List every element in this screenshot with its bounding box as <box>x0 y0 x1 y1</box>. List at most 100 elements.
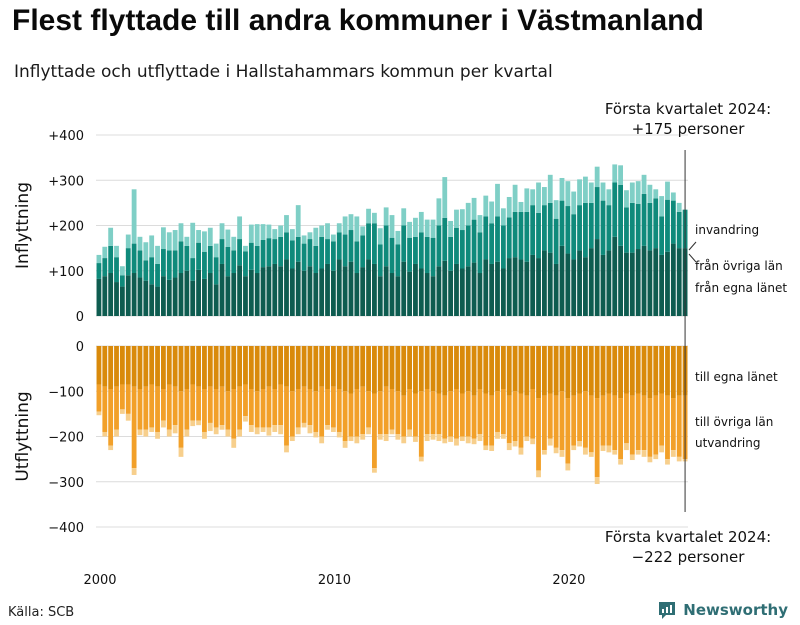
bar-utflyttning <box>395 346 401 392</box>
bar-utflyttning <box>231 346 237 389</box>
bar-inflyttning <box>413 236 418 264</box>
bar-inflyttning <box>377 244 383 277</box>
bar-utflyttning <box>319 346 325 387</box>
bar-utflyttning <box>395 391 401 435</box>
bar-utflyttning <box>114 346 119 387</box>
bar-utflyttning <box>413 436 418 442</box>
bar-utflyttning <box>243 416 248 422</box>
bar-utflyttning <box>172 346 178 387</box>
y-tick-label: +200 <box>48 220 84 235</box>
bar-utflyttning <box>178 447 184 457</box>
bar-inflyttning <box>131 273 137 316</box>
bar-inflyttning <box>354 216 360 242</box>
bar-utflyttning <box>506 395 512 444</box>
bar-inflyttning <box>307 266 313 316</box>
bar-inflyttning <box>424 273 430 316</box>
bar-inflyttning <box>219 239 225 264</box>
bar-inflyttning <box>172 277 178 316</box>
bar-inflyttning <box>530 205 536 255</box>
bar-inflyttning <box>454 227 459 264</box>
bar-inflyttning <box>260 239 266 268</box>
bar-inflyttning <box>143 242 149 261</box>
bar-utflyttning <box>125 413 131 421</box>
bar-utflyttning <box>366 346 371 392</box>
y-tick-label: −300 <box>48 476 84 491</box>
bar-utflyttning <box>108 445 114 451</box>
bar-utflyttning <box>524 346 530 396</box>
bar-utflyttning <box>202 346 207 389</box>
bar-inflyttning <box>260 267 266 316</box>
bar-inflyttning <box>161 249 166 277</box>
bar-utflyttning <box>266 427 272 436</box>
bar-inflyttning <box>225 276 231 316</box>
bar-inflyttning <box>301 243 307 271</box>
bar-inflyttning <box>161 276 166 316</box>
bar-inflyttning <box>407 271 412 316</box>
bar-utflyttning <box>536 398 541 471</box>
bar-utflyttning <box>442 438 448 444</box>
bar-inflyttning <box>442 177 448 218</box>
bar-utflyttning <box>207 386 213 423</box>
bar-utflyttning <box>635 450 641 455</box>
series-label-inflyttning: från egna länet <box>695 281 787 295</box>
bar-utflyttning <box>565 346 571 399</box>
bar-inflyttning <box>272 239 278 264</box>
bar-utflyttning <box>143 429 149 437</box>
bar-utflyttning <box>530 346 536 389</box>
bar-utflyttning <box>354 388 360 437</box>
bar-inflyttning <box>665 199 670 252</box>
bar-utflyttning <box>577 441 582 447</box>
bar-utflyttning <box>553 395 559 448</box>
bar-inflyttning <box>553 218 559 264</box>
bar-inflyttning <box>448 270 454 316</box>
bar-utflyttning <box>665 346 670 396</box>
bar-utflyttning <box>559 346 565 392</box>
bar-utflyttning <box>360 434 366 440</box>
bar-utflyttning <box>606 445 612 453</box>
bar-inflyttning <box>641 245 647 316</box>
bar-utflyttning <box>653 346 659 396</box>
bar-inflyttning <box>483 216 489 260</box>
bar-utflyttning <box>161 388 166 421</box>
bar-utflyttning <box>547 346 553 394</box>
bar-inflyttning <box>465 202 471 226</box>
bar-utflyttning <box>225 429 231 437</box>
bar-utflyttning <box>372 346 377 394</box>
newsworthy-logo-icon <box>659 602 676 619</box>
bar-utflyttning <box>342 441 348 448</box>
bar-inflyttning <box>231 250 237 274</box>
bar-inflyttning <box>366 208 371 224</box>
bar-inflyttning <box>278 236 284 267</box>
bar-inflyttning <box>377 276 383 316</box>
bar-utflyttning <box>96 346 102 385</box>
bar-utflyttning <box>289 346 295 392</box>
bar-inflyttning <box>594 166 600 188</box>
bar-inflyttning <box>313 273 319 316</box>
bar-utflyttning <box>149 384 155 428</box>
bar-inflyttning <box>231 273 237 316</box>
bar-utflyttning <box>360 346 366 387</box>
bar-inflyttning <box>641 174 647 194</box>
bar-inflyttning <box>319 236 325 269</box>
bar-inflyttning <box>219 223 225 240</box>
bar-utflyttning <box>336 346 342 389</box>
bar-inflyttning <box>295 261 301 316</box>
y-tick-label: 0 <box>76 340 84 355</box>
bar-inflyttning <box>260 224 266 240</box>
bar-utflyttning <box>272 346 278 389</box>
bar-utflyttning <box>454 438 459 446</box>
bar-inflyttning <box>518 201 524 212</box>
bar-utflyttning <box>518 447 524 455</box>
bar-utflyttning <box>483 346 489 394</box>
bar-inflyttning <box>354 273 360 316</box>
y-tick-label: +400 <box>48 129 84 144</box>
bar-inflyttning <box>401 261 407 316</box>
bar-utflyttning <box>506 443 512 451</box>
bar-inflyttning <box>395 244 401 277</box>
bar-utflyttning <box>559 391 565 451</box>
bar-inflyttning <box>184 245 190 271</box>
bar-inflyttning <box>477 215 483 233</box>
bar-utflyttning <box>647 456 653 463</box>
bar-utflyttning <box>119 384 125 410</box>
bar-inflyttning <box>155 263 160 287</box>
